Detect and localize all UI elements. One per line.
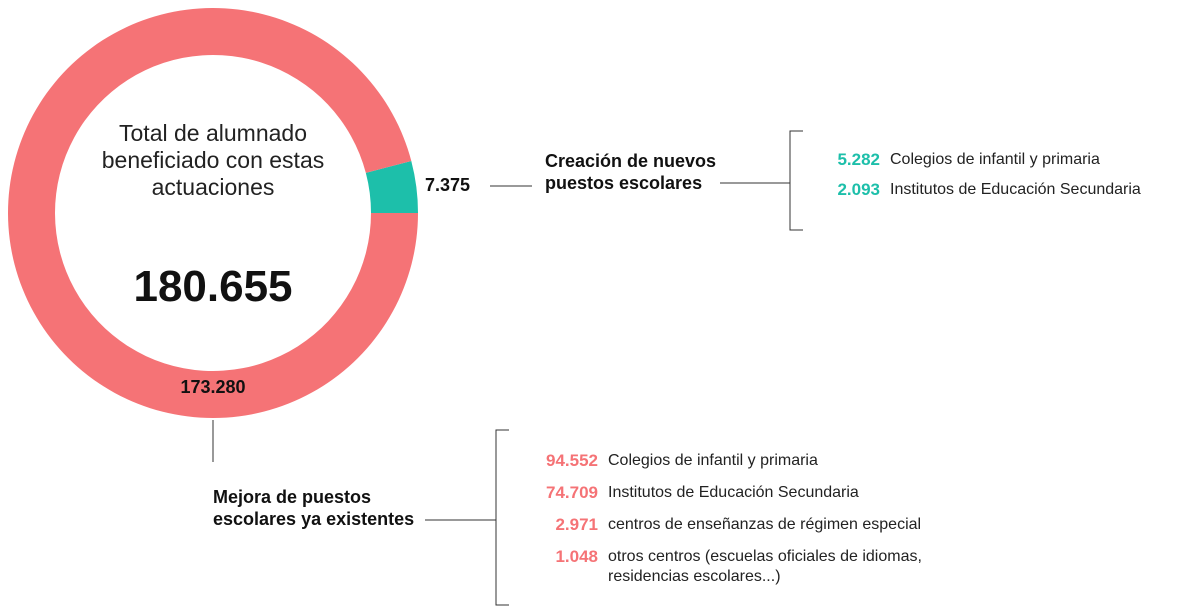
detail-row: 2.971 centros de enseñanzas de régimen es… [505, 515, 988, 535]
detail-row: 2.093 Institutos de Educación Secundaria [800, 180, 1184, 200]
slice [7, 7, 418, 418]
detail-label: Colegios de infantil y primaria [608, 452, 818, 469]
detail-label: otros centros (escuelas oficiales de idi… [608, 548, 922, 585]
detail-value: 94.552 [546, 451, 598, 470]
detail-value: 74.709 [546, 483, 598, 502]
total: 180.655 [133, 262, 293, 311]
connectors [212, 130, 803, 606]
detail-row: 1.048 otros centros (escuelas oficiales d… [505, 547, 988, 587]
segment-name: Mejora de puestos escolares ya existente… [213, 487, 415, 529]
segment-name: Creación de nuevos puestos escolares [545, 151, 717, 193]
detail-row: 5.282 Colegios de infantil y primaria [800, 150, 1184, 170]
detail-label: Colegios de infantil y primaria [890, 151, 1100, 168]
detail-value: 2.971 [555, 515, 598, 534]
detail-row: 74.709 Institutos de Educación Secundaria [505, 483, 988, 503]
value-label: 7.375 [425, 175, 471, 195]
detail-label: centros de enseñanzas de régimen especia… [608, 516, 922, 533]
detail-value: 1.048 [555, 547, 598, 566]
detail-label: Institutos de Educación Secundaria [890, 181, 1141, 198]
detail-label: Institutos de Educación Secundaria [608, 484, 859, 501]
detail-row: 94.552 Colegios de infantil y primaria [505, 451, 988, 471]
value-label: 173.280 [180, 377, 246, 397]
center-text: Total de alumnado beneficiado con estas … [101, 120, 325, 200]
detail-value: 2.093 [837, 180, 880, 199]
slice [365, 160, 418, 213]
detail-value: 5.282 [837, 150, 880, 169]
